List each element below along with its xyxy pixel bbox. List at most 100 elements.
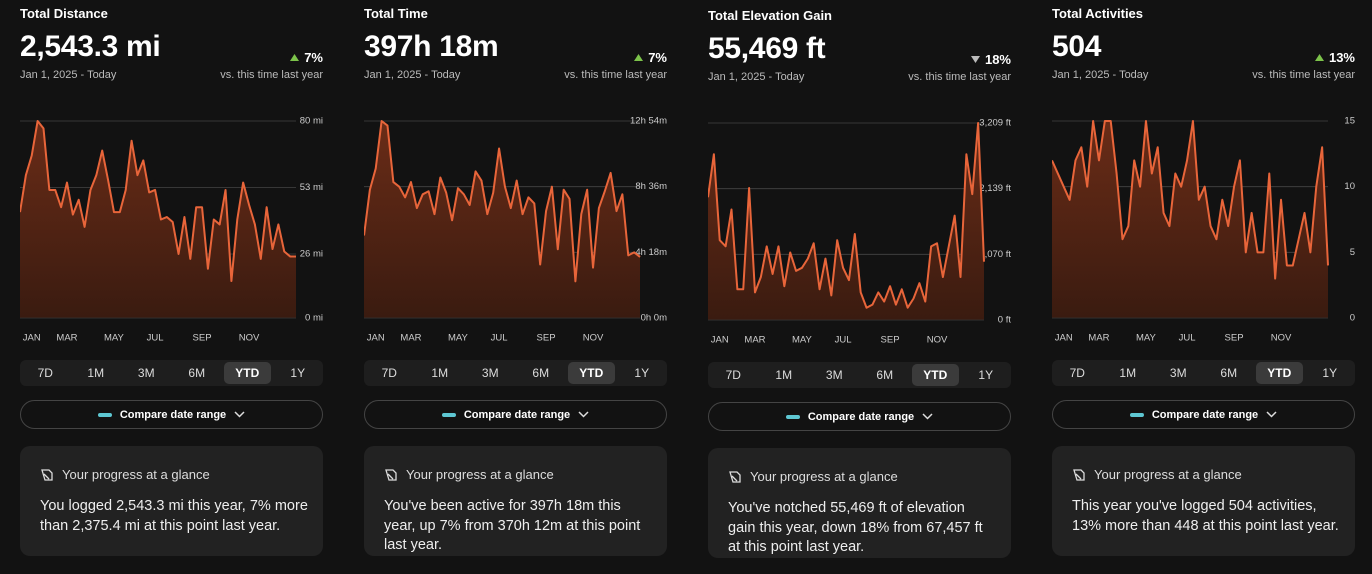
compare-label: Compare date range xyxy=(1151,408,1259,421)
range-button[interactable]: 3M xyxy=(137,366,155,380)
summary-text: This year you've logged 504 activities, … xyxy=(1072,498,1339,534)
x-tick-label: SEP xyxy=(881,335,900,346)
summary-text: You've been active for 397h 18m this yea… xyxy=(384,498,641,553)
y-tick-label: 4h 18m xyxy=(635,247,667,258)
chevron-shape xyxy=(234,411,245,418)
range-button[interactable]: 1Y xyxy=(634,366,650,380)
compare-button[interactable]: Compare date range xyxy=(1052,400,1355,429)
y-tick-label: 15 xyxy=(1344,116,1355,127)
range-selector: 7D 1M 3M 6M YTD 1Y xyxy=(1052,360,1355,386)
y-tick-label: 0h 0m xyxy=(641,313,667,324)
range-button[interactable]: 7D xyxy=(37,366,53,380)
range-button[interactable]: 1Y xyxy=(978,368,994,382)
chevron-shape xyxy=(578,411,589,418)
y-tick-label: 53 mi xyxy=(300,182,323,193)
range-button[interactable]: YTD xyxy=(224,362,271,384)
y-tick-label: 3,209 ft xyxy=(979,118,1011,129)
range-button[interactable]: 3M xyxy=(825,368,843,382)
range-button[interactable]: YTD xyxy=(912,364,959,386)
range-button[interactable]: 3M xyxy=(481,366,499,380)
line xyxy=(364,120,641,283)
y-tick-label: 80 mi xyxy=(300,116,323,127)
headline-value: 55,469 ft xyxy=(708,32,826,65)
summary-text: You logged 2,543.3 mi this year, 7% more… xyxy=(40,498,308,534)
x-tick-label: JUL xyxy=(491,333,508,344)
y-tick-label: 0 mi xyxy=(305,313,323,324)
compare-button[interactable]: Compare date range xyxy=(20,400,323,429)
icon-shape xyxy=(1073,468,1085,481)
range-button[interactable]: 7D xyxy=(1069,366,1085,380)
y-tick-label: 26 mi xyxy=(300,248,323,259)
summary-icon xyxy=(385,468,397,481)
range-button[interactable]: 1M xyxy=(431,366,449,380)
y-tick-label: 12h 54m xyxy=(630,116,667,127)
arrow-shape xyxy=(634,54,644,61)
compare-label: Compare date range xyxy=(463,408,571,421)
range-button[interactable]: 3M xyxy=(1169,366,1187,380)
x-tick-label: SEP xyxy=(193,333,212,344)
panel-title: Total Activities xyxy=(1052,6,1144,21)
range-button[interactable]: 6M xyxy=(532,366,550,380)
metric-panel: Total Time 397h 18m 7% Jan 1, 2025 - Today v… xyxy=(364,0,667,572)
area-chart: 0 mi 26 mi 53 mi 80 mi JAN MAR MAY JUL SEP NOV xyxy=(20,116,323,344)
change-indicator: 7% xyxy=(634,50,667,65)
range-button[interactable]: YTD xyxy=(1256,362,1303,384)
change-value: 7% xyxy=(648,50,667,65)
x-tick-label: JAN xyxy=(367,333,385,344)
change-arrow xyxy=(970,56,980,63)
chevron xyxy=(922,413,933,420)
line xyxy=(708,122,985,309)
legend-dash xyxy=(97,412,112,417)
range-button[interactable]: 6M xyxy=(188,366,206,380)
range-button[interactable]: 7D xyxy=(381,366,397,380)
legend-dash xyxy=(1129,412,1144,417)
range-button[interactable]: 1Y xyxy=(290,366,306,380)
change-value: 18% xyxy=(984,52,1011,67)
summary-title: Your progress at a glance xyxy=(750,469,898,484)
metric-panel: Total Distance 2,543.3 mi 7% Jan 1, 2025 - … xyxy=(20,0,323,572)
legend-dash xyxy=(441,412,456,417)
range-button[interactable]: 1M xyxy=(775,368,793,382)
summary-header: Your progress at a glance xyxy=(40,467,210,482)
panel-title: Total Elevation Gain xyxy=(708,8,833,23)
summary-icon xyxy=(41,468,53,481)
change-indicator: 18% xyxy=(970,52,1011,67)
range-button[interactable]: 7D xyxy=(725,368,741,382)
area-chart: 0h 0m 4h 18m 8h 36m 12h 54m JAN MAR MAY JUL SEP N… xyxy=(364,116,667,344)
compare-button[interactable]: Compare date range xyxy=(708,402,1011,431)
range-button[interactable]: 1M xyxy=(1119,366,1137,380)
change-arrow xyxy=(290,54,300,61)
range-button[interactable]: 6M xyxy=(876,368,894,382)
chevron xyxy=(234,411,245,418)
x-tick-label: MAR xyxy=(744,335,765,346)
area-fill xyxy=(364,121,640,318)
summary-header: Your progress at a glance xyxy=(384,467,554,482)
x-tick-label: JUL xyxy=(147,333,164,344)
summary-title: Your progress at a glance xyxy=(1094,467,1242,482)
range-button[interactable]: YTD xyxy=(568,362,615,384)
headline-value: 397h 18m xyxy=(364,30,499,63)
range-button[interactable]: 1Y xyxy=(1322,366,1338,380)
area-fill xyxy=(1052,121,1328,318)
chevron xyxy=(1266,411,1277,418)
summary-card: Your progress at a glance You logged 2,54… xyxy=(20,446,323,556)
summary-title: Your progress at a glance xyxy=(62,467,210,482)
compare-label: Compare date range xyxy=(119,408,227,421)
y-tick-label: 8h 36m xyxy=(635,181,667,192)
summary-header: Your progress at a glance xyxy=(728,469,898,484)
change-value: 13% xyxy=(1328,50,1355,65)
change-arrow xyxy=(1314,54,1324,61)
period: Jan 1, 2025 - Today xyxy=(1052,69,1149,81)
compare-button[interactable]: Compare date range xyxy=(364,400,667,429)
range-selector: 7D 1M 3M 6M YTD 1Y xyxy=(708,362,1011,388)
dash xyxy=(441,412,456,417)
summary-card: Your progress at a glance You've been act… xyxy=(364,446,667,556)
change-arrow xyxy=(634,54,644,61)
range-button[interactable]: 1M xyxy=(87,366,105,380)
comparison-note: vs. this time last year xyxy=(908,71,1011,83)
x-tick-label: JUL xyxy=(1179,333,1196,344)
y-tick-label: 0 ft xyxy=(998,315,1011,326)
arrow-shape xyxy=(970,56,980,63)
range-button[interactable]: 6M xyxy=(1220,366,1238,380)
